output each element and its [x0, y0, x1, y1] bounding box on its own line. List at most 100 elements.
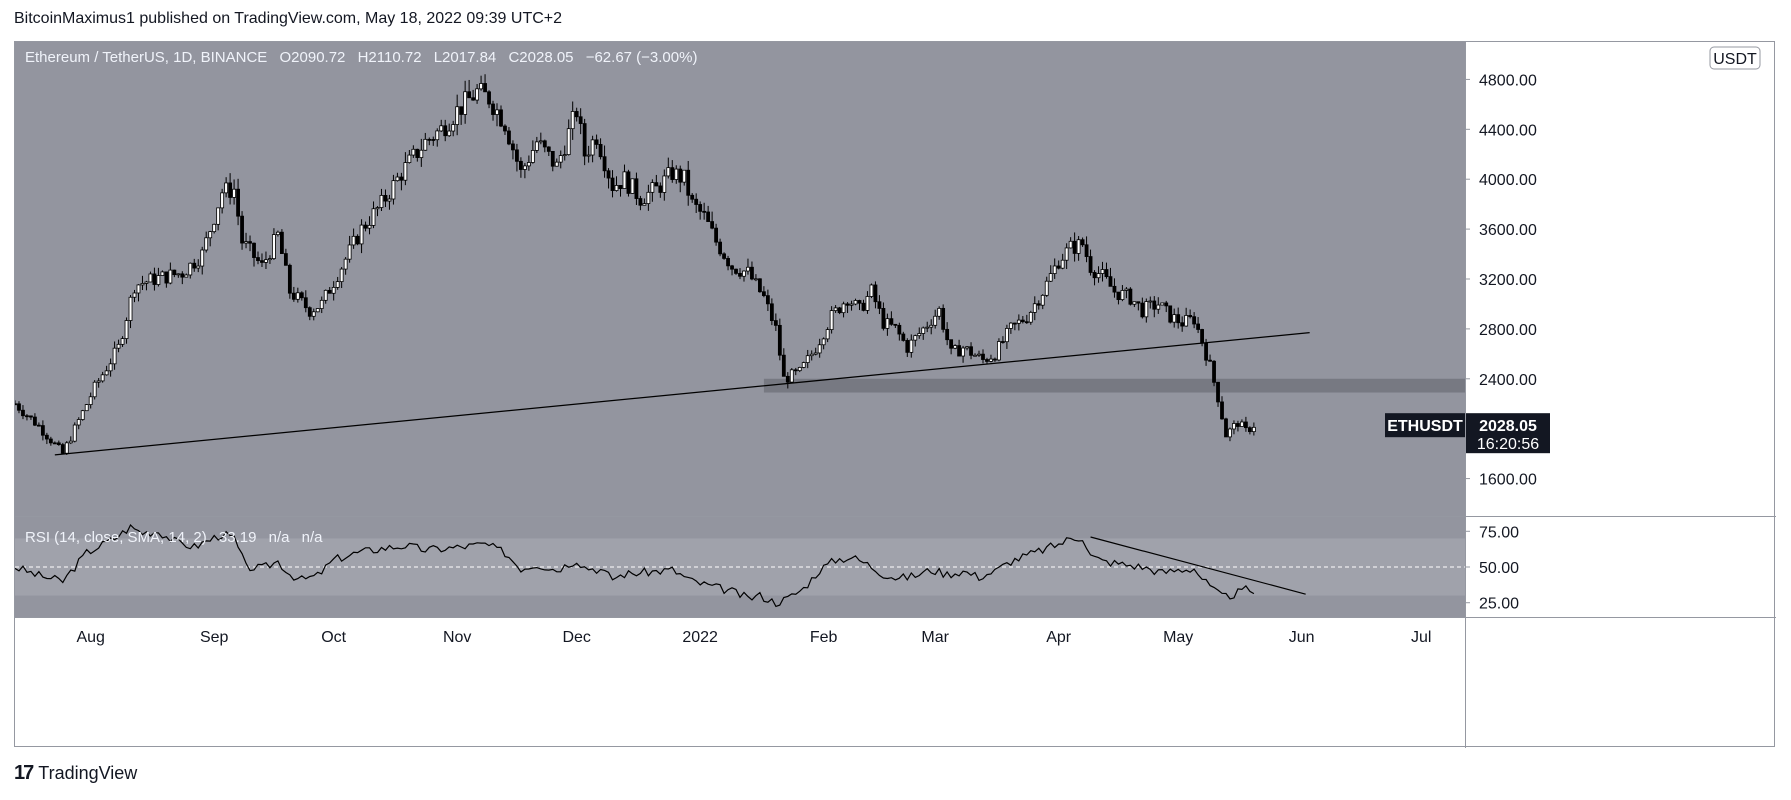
- candle: [646, 184, 651, 211]
- price-tick-label: 2400.00: [1479, 372, 1537, 389]
- time-tick-label: Apr: [1046, 629, 1072, 646]
- candle: [638, 195, 643, 211]
- candle: [323, 289, 328, 304]
- candle: [451, 120, 456, 137]
- candle: [76, 417, 81, 430]
- candle: [1072, 232, 1077, 262]
- candle: [188, 262, 193, 279]
- candle: [746, 258, 750, 275]
- candle: [1024, 314, 1029, 324]
- candle: [825, 327, 830, 343]
- currency-button[interactable]: USDT: [1709, 46, 1761, 70]
- candle: [769, 298, 774, 326]
- candle: [805, 349, 810, 369]
- candle: [678, 165, 683, 193]
- candle: [913, 334, 918, 347]
- candle: [295, 287, 300, 303]
- candle: [1001, 336, 1005, 344]
- candle: [945, 322, 950, 346]
- candle: [1180, 316, 1185, 332]
- candle: [702, 202, 707, 220]
- candle: [865, 291, 870, 314]
- time-tick-label: Mar: [921, 629, 949, 646]
- candle: [475, 84, 479, 104]
- candle: [626, 169, 631, 197]
- candle: [515, 143, 519, 172]
- candle: [1112, 278, 1117, 298]
- candle: [630, 178, 635, 194]
- candle: [833, 305, 838, 313]
- candle: [315, 308, 320, 313]
- candle: [220, 188, 225, 214]
- candle: [610, 170, 615, 198]
- candle: [455, 94, 460, 136]
- price-tick-label: 1600.00: [1479, 472, 1537, 489]
- candle: [797, 366, 802, 373]
- candle: [184, 273, 189, 278]
- candle: [339, 266, 344, 289]
- price-tick-label: 2800.00: [1479, 322, 1537, 339]
- candle: [1172, 308, 1177, 328]
- candle: [925, 321, 930, 333]
- candle: [1148, 296, 1153, 309]
- candle: [1228, 427, 1232, 442]
- candle: [821, 337, 826, 350]
- candle: [423, 132, 428, 151]
- candle: [1236, 420, 1240, 432]
- candle: [674, 165, 679, 184]
- candle: [1208, 354, 1212, 362]
- candle: [463, 80, 468, 124]
- candle: [355, 234, 360, 246]
- candle: [224, 177, 229, 198]
- candle: [25, 414, 29, 421]
- candle: [40, 420, 45, 441]
- candle: [276, 230, 280, 237]
- candle: [1244, 416, 1248, 432]
- candle: [379, 188, 384, 211]
- candle: [694, 193, 699, 213]
- time-tick-label: Feb: [810, 629, 838, 646]
- candle: [21, 405, 25, 420]
- candle: [849, 300, 854, 311]
- candle: [937, 306, 942, 320]
- candle: [1060, 253, 1065, 270]
- price-tick-label: 4400.00: [1479, 122, 1537, 139]
- candle: [586, 145, 591, 163]
- candle: [957, 339, 961, 357]
- chart-canvas[interactable]: Ethereum / TetherUS, 1D, BINANCE O2090.7…: [15, 42, 1776, 748]
- candle: [1056, 260, 1061, 270]
- candle: [1008, 322, 1013, 334]
- candle: [853, 298, 858, 306]
- candle: [1196, 317, 1201, 334]
- candle: [80, 409, 85, 421]
- candle: [519, 157, 523, 178]
- candle: [1100, 261, 1105, 282]
- candle: [140, 275, 145, 291]
- candle: [590, 135, 595, 163]
- candle: [1064, 243, 1069, 269]
- candle: [885, 313, 890, 336]
- candle: [212, 223, 217, 234]
- candle: [172, 269, 177, 278]
- tradingview-brand[interactable]: 17 TradingView: [14, 762, 137, 785]
- candle: [1036, 300, 1041, 310]
- candle: [144, 280, 149, 291]
- candle: [268, 255, 272, 264]
- candle: [993, 357, 997, 362]
- candle: [973, 353, 977, 357]
- candle: [232, 179, 236, 205]
- candle: [299, 291, 304, 301]
- time-tick-label: Nov: [443, 629, 471, 646]
- candle: [726, 255, 730, 271]
- candle: [56, 440, 61, 446]
- candle: [690, 193, 695, 203]
- candle: [666, 157, 671, 179]
- candle: [375, 206, 380, 217]
- candle: [359, 219, 364, 254]
- candle: [252, 242, 256, 267]
- candle: [706, 205, 711, 222]
- time-tick-label: Oct: [321, 629, 346, 646]
- candle: [48, 436, 53, 446]
- candle: [427, 137, 432, 146]
- chart-frame[interactable]: Ethereum / TetherUS, 1D, BINANCE O2090.7…: [14, 41, 1776, 748]
